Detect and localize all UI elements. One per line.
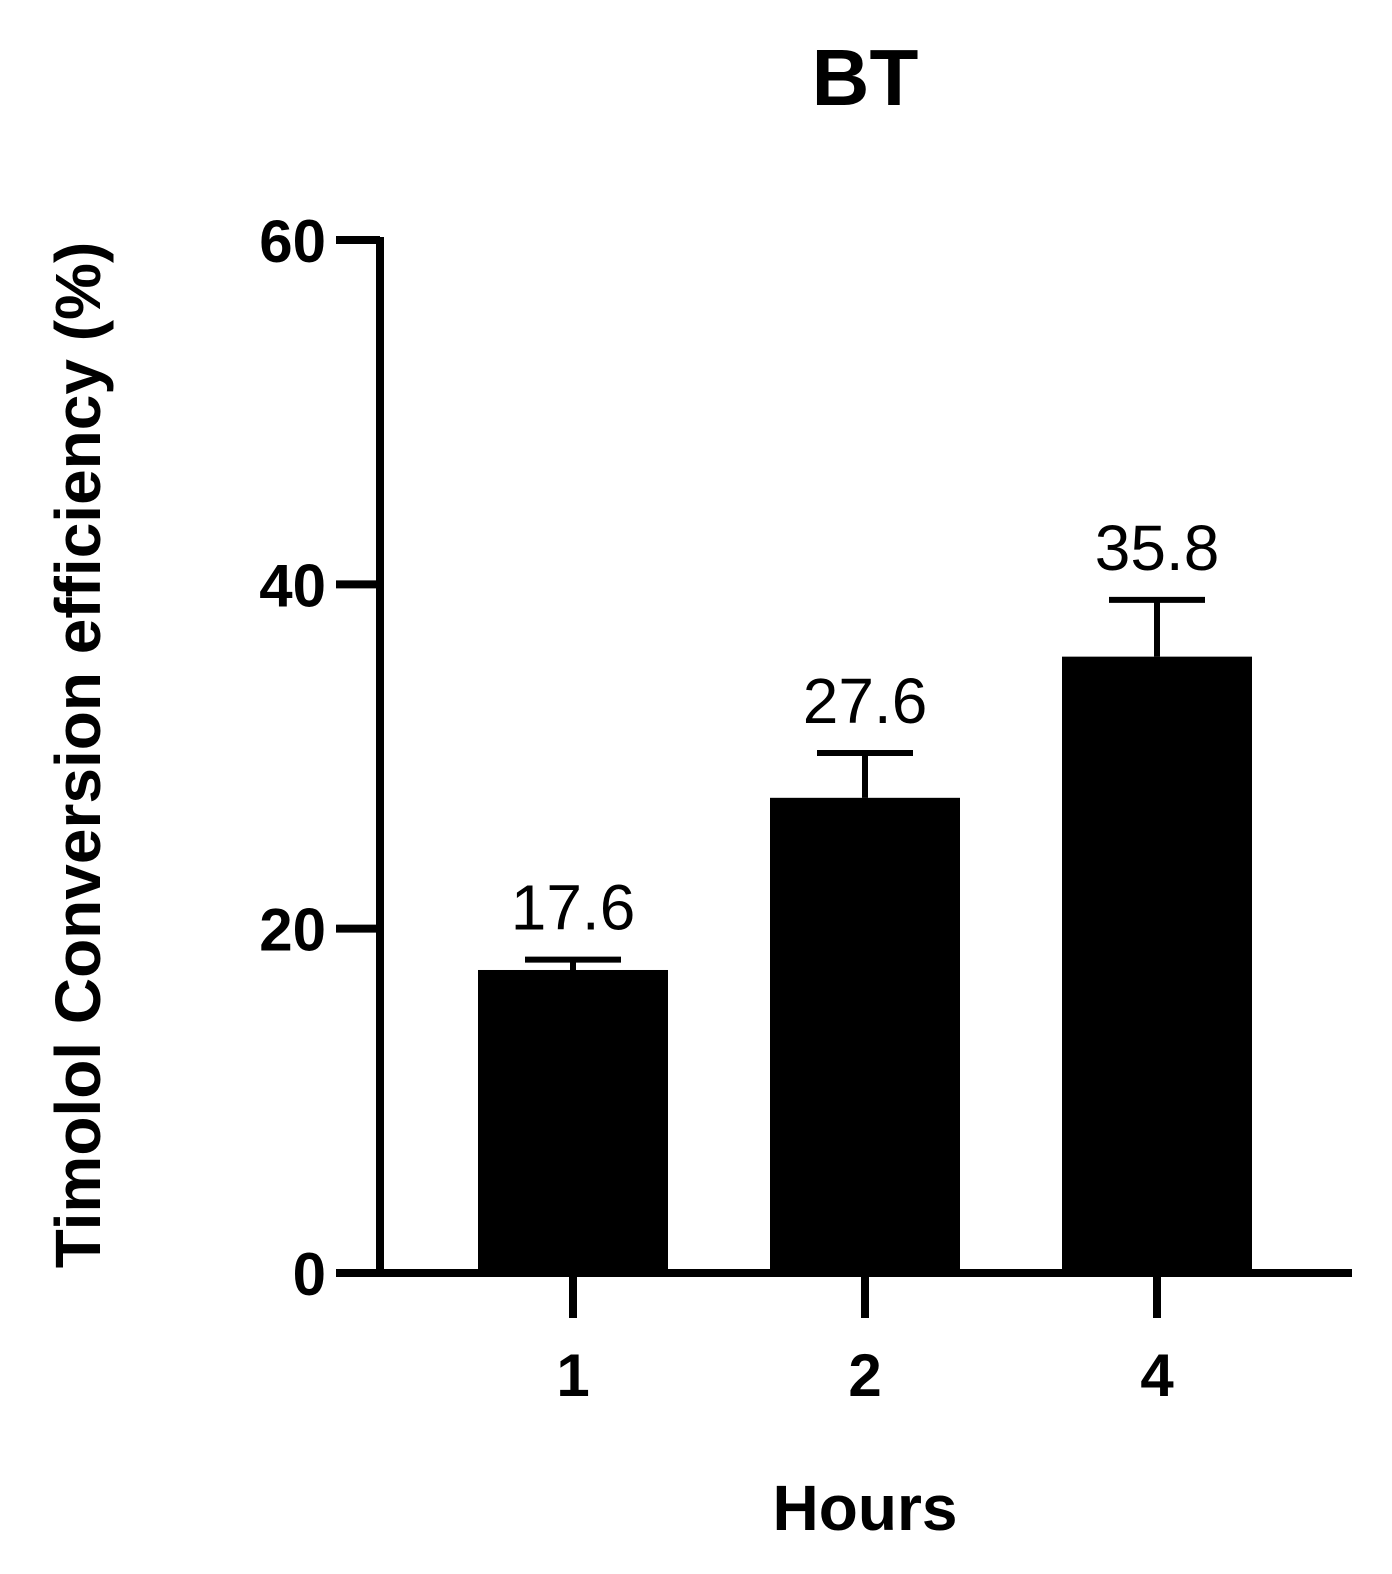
- y-tick-label-60: 60: [259, 208, 326, 275]
- chart-title: BT: [812, 33, 919, 122]
- y-tick-label-0: 0: [293, 1241, 326, 1308]
- bar-4: [1062, 656, 1252, 1273]
- data-label-4: 35.8: [1095, 512, 1220, 584]
- y-axis-label: Timolol Conversion efficiency (%): [42, 242, 114, 1269]
- data-label-2: 27.6: [803, 665, 928, 737]
- x-axis-label: Hours: [773, 1472, 958, 1544]
- bar-1: [478, 969, 668, 1273]
- plot-area: 17.6 27.6 35.8 0 20 40 60 1 2 4: [259, 208, 1352, 1409]
- x-tick-label-2: 2: [848, 1342, 881, 1409]
- x-tick-label-4: 4: [1140, 1342, 1174, 1409]
- data-label-1: 17.6: [511, 872, 636, 944]
- y-tick-label-40: 40: [259, 552, 326, 619]
- x-tick-label-1: 1: [556, 1342, 589, 1409]
- y-tick-label-20: 20: [259, 897, 326, 964]
- bar-2: [770, 797, 960, 1273]
